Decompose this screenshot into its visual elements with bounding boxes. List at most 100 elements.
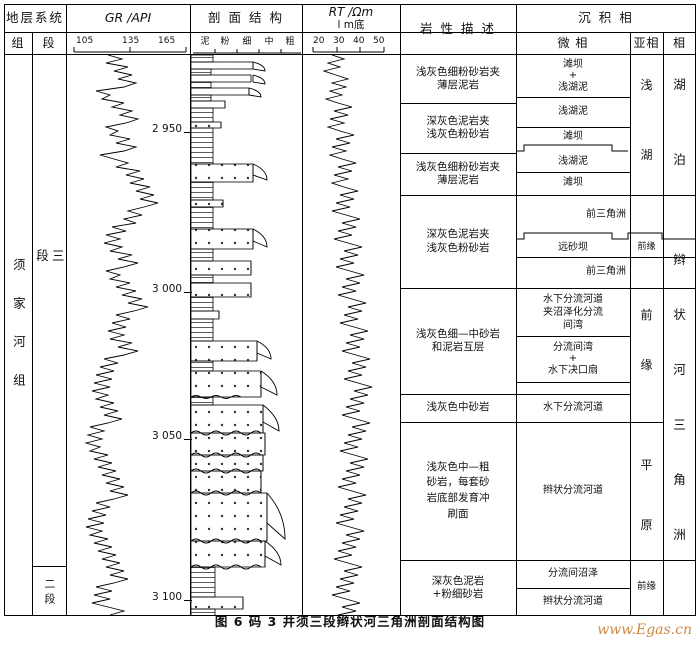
gr-tick-label-1: 105 <box>76 36 94 46</box>
lithology-description-cell: 深灰色泥岩 +粉细砂岩 <box>431 574 485 600</box>
grain-label-cu: 粗 <box>285 37 295 48</box>
divider-micro-sub <box>630 32 631 616</box>
depth-label-3050: 3 050 <box>152 430 183 442</box>
strat-member-label: 三 段 <box>34 248 65 372</box>
subfacies-cell: 前 <box>640 307 653 322</box>
rt-tick-label-2: 30 <box>333 36 345 46</box>
mainfacies-cell: 状 <box>673 307 686 323</box>
subfacies-cell: 前缘 <box>636 581 656 593</box>
mainfacies-cell: 泊 <box>673 152 686 168</box>
mainfacies-cell: 河 <box>673 362 686 378</box>
microfacies-cell: 远砂坝 <box>558 241 588 253</box>
micro-row-divider <box>516 97 630 98</box>
divider-desc-facies <box>516 4 517 616</box>
divider-sub-main <box>663 32 664 616</box>
microfacies-cell: 前三角洲 <box>586 266 626 278</box>
mainfacies-cell: 洲 <box>673 527 686 543</box>
header-strat-member: 段 <box>42 35 56 50</box>
desc-row-divider-major <box>400 195 696 196</box>
header-rt-title: RT /Ωm <box>328 4 374 19</box>
microfacies-cell: 前三角洲 <box>586 208 626 220</box>
strat-member-divider <box>32 566 66 567</box>
lithology-description-cell: 浅灰色细—中砂岩 和泥岩互层 <box>416 327 500 353</box>
depth-label-3100: 3 100 <box>152 591 183 603</box>
microfacies-cell: 水下分流河道 <box>543 401 603 413</box>
header-lith-title: 剖 面 结 构 <box>208 10 284 26</box>
desc-row-divider-major <box>400 560 696 561</box>
strat-member-bottom-label: 二段 <box>42 578 56 608</box>
watermark: www.Egas.cn <box>597 622 692 638</box>
rt-tick-label-1: 20 <box>313 36 325 46</box>
subfacies-cell: 原 <box>640 517 653 532</box>
depth-tick-3100 <box>184 600 192 601</box>
gr-tick-label-2: 135 <box>122 36 140 46</box>
grain-label-fen: 粉 <box>220 37 230 48</box>
lithology-description-cell: 深灰色泥岩夹 浅灰色粉砂岩 <box>426 228 490 254</box>
mainfacies-cell: 角 <box>673 472 686 488</box>
desc-row-divider-major <box>400 288 696 289</box>
desc-row-divider <box>400 153 516 154</box>
divider-rt-desc <box>400 4 401 616</box>
header-rt-subtitle: l m底 <box>337 19 365 32</box>
mainfacies-cell: 湖 <box>673 77 686 93</box>
depth-tick-3000 <box>184 292 192 293</box>
lithology-description-cell: 浅灰色细粉砂岩夹 薄层泥岩 <box>416 65 500 91</box>
divider-gr-lith <box>190 4 191 616</box>
micro-row-divider <box>516 382 630 383</box>
grain-label-ni: 泥 <box>200 37 210 48</box>
subfacies-cell: 平 <box>640 457 653 472</box>
microfacies-cell: 分流间沼泽 <box>548 567 598 579</box>
microfacies-cell: 分流间湾 + 水下决口扇 <box>548 341 598 376</box>
divider-lith-rt <box>302 4 303 616</box>
subfacies-cell: 浅 <box>640 77 653 92</box>
micro-row-divider <box>516 588 630 589</box>
grain-label-xi: 细 <box>242 37 252 48</box>
log-sheet-frame <box>4 4 696 616</box>
subfacies-cell: 缘 <box>640 357 653 372</box>
header-split-line <box>4 32 696 33</box>
mainfacies-cell: 三 <box>673 417 686 433</box>
desc-row-divider <box>400 103 516 104</box>
header-bottom-line <box>4 54 696 55</box>
divider-group-member <box>32 32 33 616</box>
depth-label-2950: 2 950 <box>152 123 183 135</box>
gr-tick-label-3: 165 <box>158 36 176 46</box>
subfacies-divider <box>630 560 663 561</box>
micro-row-divider <box>516 257 696 258</box>
microfacies-cell: 滩坝 <box>563 130 583 142</box>
micro-step-connector <box>516 232 696 240</box>
depth-tick-3050 <box>184 439 192 440</box>
lithology-description-cell: 浅灰色中—粗 砂岩，每套砂 岩底部发育冲 刷面 <box>426 460 490 520</box>
header-strat-title: 地层系统 <box>5 10 64 26</box>
header-subfacies: 亚相 <box>633 35 660 50</box>
subfacies-divider <box>630 422 663 423</box>
rt-curve-plot <box>322 55 373 616</box>
lithology-description-cell: 浅灰色中砂岩 <box>426 401 490 414</box>
lithology-description-cell: 深灰色泥岩夹 浅灰色粉砂岩 <box>426 114 490 140</box>
strat-group-label: 须家河组 <box>10 258 26 412</box>
microfacies-cell: 辫状分流河道 <box>543 484 603 496</box>
subfacies-cell: 前缘 <box>637 242 656 253</box>
depth-label-3000: 3 000 <box>152 283 183 295</box>
grain-scale-ruler <box>193 49 301 54</box>
lithology-description-cell: 浅灰色细粉砂岩夹 薄层泥岩 <box>416 160 500 186</box>
rt-tick-label-3: 40 <box>353 36 365 46</box>
figure-caption: 图 6 码 3 井须三段辫状河三角洲剖面结构图 <box>214 614 486 629</box>
header-strat-group: 组 <box>11 35 25 50</box>
depth-tick-2950 <box>184 132 192 133</box>
microfacies-cell: 辫状分流河道 <box>543 595 603 607</box>
grain-label-zhong: 中 <box>264 37 274 48</box>
desc-row-divider <box>400 394 630 395</box>
micro-step-connector <box>516 144 628 152</box>
micro-row-divider <box>516 336 630 337</box>
mainfacies-divider <box>663 195 696 196</box>
header-microfacies: 微 相 <box>557 35 589 50</box>
header-mainfacies: 相 <box>672 35 686 50</box>
lithology-profile <box>190 55 286 616</box>
microfacies-cell: 滩坝 <box>563 177 583 189</box>
header-desc-title: 岩 性 描 述 <box>420 21 496 37</box>
micro-row-divider <box>516 172 630 173</box>
gr-axis-ruler <box>73 47 187 53</box>
mainfacies-cell: 辫 <box>673 252 686 268</box>
micro-row-divider <box>516 127 630 128</box>
